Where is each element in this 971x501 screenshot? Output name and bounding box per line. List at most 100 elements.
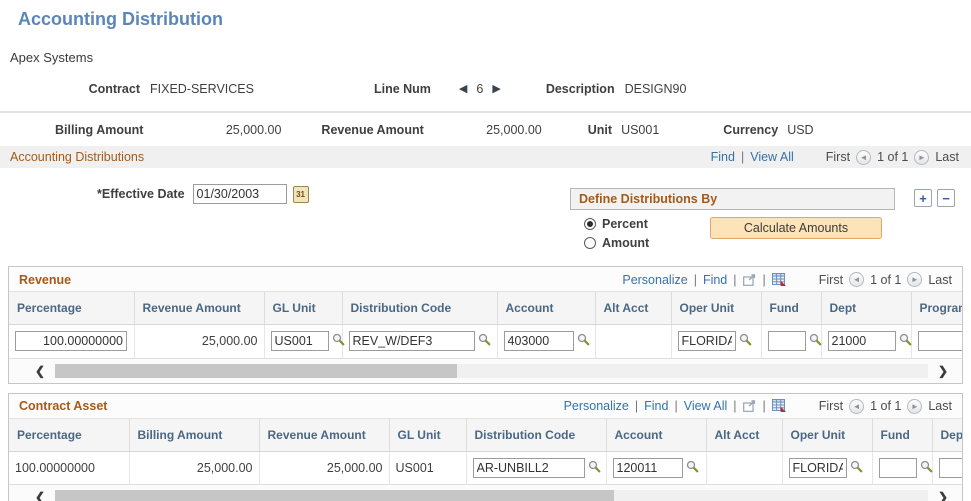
amount-radio[interactable] <box>584 237 596 249</box>
contract-asset-data-row: 100.00000000 25,000.00 25,000.00 US001 <box>9 451 962 484</box>
lookup-icon[interactable] <box>588 460 601 476</box>
account-input[interactable] <box>503 331 574 352</box>
column-header: Dept <box>820 291 911 325</box>
last-link[interactable]: Last <box>928 272 952 287</box>
lookup-icon[interactable] <box>850 460 863 476</box>
calendar-icon[interactable]: 31 <box>292 185 309 203</box>
percent-radio[interactable] <box>584 218 596 230</box>
contract-asset-row-navigator: First ◄ 1 of 1 ► Last <box>818 398 952 414</box>
revenue-hscrollbar: ❮ ❯ <box>9 357 962 383</box>
next-row-icon[interactable]: ► <box>914 149 930 165</box>
view-all-link[interactable]: View All <box>750 150 794 164</box>
alt-acct-cell <box>705 451 782 484</box>
scroll-right-icon[interactable]: ❯ <box>937 363 948 378</box>
last-link[interactable]: Last <box>928 399 952 413</box>
popup-window-icon[interactable] <box>742 273 757 286</box>
description-group: Description DESIGN90 <box>546 82 687 96</box>
lookup-icon[interactable] <box>478 334 491 349</box>
fund-input[interactable] <box>767 331 806 352</box>
column-header: Oper Unit <box>670 291 761 325</box>
scroll-thumb[interactable] <box>55 363 457 378</box>
column-header: Account <box>605 417 706 452</box>
section-nav: Find | View All First ◄ 1 of 1 ► Last <box>710 149 959 165</box>
revenue-grid-title: Revenue <box>19 272 72 287</box>
row-position: 1 of 1 <box>877 150 909 164</box>
contract-info-row: Contract FIXED-SERVICES Line Num ◀ 6 ▶ D… <box>0 79 971 99</box>
revenue-amount-cell: 25,000.00 <box>133 324 264 358</box>
find-link[interactable]: Find <box>644 399 669 413</box>
revenue-grid-titlebar: Revenue Personalize | Find | | First ◄ 1… <box>9 267 962 291</box>
oper-unit-input[interactable] <box>788 457 847 478</box>
column-header: Percentage <box>9 291 134 325</box>
amount-radio-row[interactable]: Amount <box>584 236 710 250</box>
prev-row-icon[interactable]: ◄ <box>849 272 865 287</box>
revenue-grid: Revenue Personalize | Find | | First ◄ 1… <box>8 266 963 384</box>
billing-amount-cell: 25,000.00 <box>128 451 259 484</box>
last-link[interactable]: Last <box>935 150 959 164</box>
currency-value: USD <box>787 123 814 137</box>
prev-row-icon[interactable]: ◄ <box>856 149 872 165</box>
account-input[interactable] <box>612 457 683 478</box>
contract-asset-header-row: Percentage Billing Amount Revenue Amount… <box>9 417 962 452</box>
contract-asset-grid: Contract Asset Personalize | Find | View… <box>8 392 963 501</box>
lookup-icon[interactable] <box>899 334 912 349</box>
remove-row-icon[interactable]: − <box>937 189 955 207</box>
lookup-icon[interactable] <box>577 334 590 349</box>
effective-date-input[interactable] <box>192 184 287 204</box>
personalize-link[interactable]: Personalize <box>563 399 629 413</box>
personalize-link[interactable]: Personalize <box>622 272 688 287</box>
define-distributions-group: Define Distributions By Percent Amount C… <box>570 188 895 250</box>
calculate-amounts-button[interactable]: Calculate Amounts <box>710 217 882 239</box>
scroll-thumb[interactable] <box>55 490 614 501</box>
effective-date-label: *Effective Date <box>97 187 185 201</box>
scroll-right-icon[interactable]: ❯ <box>937 490 948 501</box>
next-line-icon[interactable]: ▶ <box>492 82 501 95</box>
lookup-icon[interactable] <box>332 334 345 349</box>
popup-window-icon[interactable] <box>742 400 757 412</box>
download-to-excel-icon[interactable] <box>771 272 787 287</box>
contract-asset-viewport: Percentage Billing Amount Revenue Amount… <box>9 417 962 484</box>
revenue-grid-toolbar: Personalize | Find | | First ◄ 1 of 1 ► … <box>622 272 952 287</box>
column-header: Distribution Code <box>341 291 497 325</box>
scroll-left-icon[interactable]: ❮ <box>35 490 46 501</box>
find-link[interactable]: Find <box>710 150 735 164</box>
scroll-track[interactable] <box>55 490 928 501</box>
first-link[interactable]: First <box>818 272 844 287</box>
dept-input[interactable] <box>938 457 962 478</box>
find-link[interactable]: Find <box>702 272 728 287</box>
revenue-amount-value: 25,000.00 <box>486 123 542 137</box>
prev-line-icon[interactable]: ◀ <box>458 82 468 95</box>
percentage-input[interactable] <box>15 331 127 352</box>
header-divider <box>0 111 971 113</box>
distribution-code-input[interactable] <box>472 457 585 478</box>
gl-unit-input[interactable] <box>270 331 329 352</box>
lookup-icon[interactable] <box>809 334 822 349</box>
column-header: GL Unit <box>263 291 342 325</box>
revenue-row-navigator: First ◄ 1 of 1 ► Last <box>819 272 952 287</box>
distribution-code-input[interactable] <box>348 331 475 352</box>
row-add-remove: + − <box>914 189 955 207</box>
fund-input[interactable] <box>878 457 917 478</box>
view-all-link[interactable]: View All <box>683 399 728 413</box>
dept-input[interactable] <box>827 331 896 352</box>
amounts-row: Billing Amount 25,000.00 Revenue Amount … <box>0 113 971 146</box>
lookup-icon[interactable] <box>920 460 933 476</box>
lookup-icon[interactable] <box>739 334 752 349</box>
add-row-icon[interactable]: + <box>914 189 932 207</box>
percent-radio-row[interactable]: Percent <box>584 217 710 231</box>
scroll-left-icon[interactable]: ❮ <box>35 363 46 378</box>
prev-row-icon[interactable]: ◄ <box>849 398 865 414</box>
next-row-icon[interactable]: ► <box>907 398 923 414</box>
next-row-icon[interactable]: ► <box>907 272 923 287</box>
download-to-excel-icon[interactable] <box>771 399 787 413</box>
separator: | <box>762 399 766 413</box>
program-input[interactable] <box>917 331 962 352</box>
define-distributions-body: Percent Amount Calculate Amounts <box>570 217 895 250</box>
oper-unit-input[interactable] <box>677 331 736 352</box>
first-link[interactable]: First <box>818 399 844 413</box>
first-link[interactable]: First <box>825 150 851 164</box>
scroll-track[interactable] <box>55 363 928 378</box>
separator: | <box>733 272 737 287</box>
lookup-icon[interactable] <box>686 460 699 476</box>
